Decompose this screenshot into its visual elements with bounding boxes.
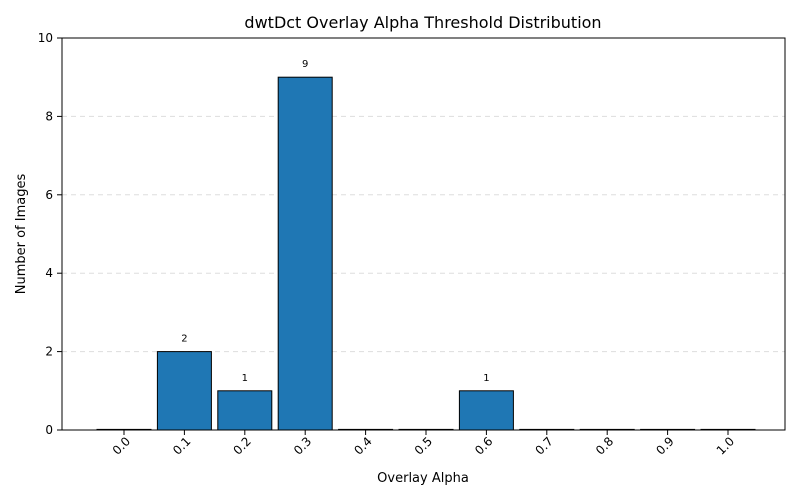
x-tick-label: 0.5	[412, 434, 435, 457]
bar-0.2	[217, 390, 273, 431]
y-axis-label: Number of Images	[14, 174, 29, 295]
x-tick-label: 1.0	[714, 434, 737, 457]
bar-0.6	[458, 390, 514, 431]
y-tick-label: 8	[45, 109, 53, 123]
x-axis-ticks: 0.0 0.1 0.2 0.3 0.4 0.5 0.6 0.7 0.8 0.9 1.0	[110, 430, 737, 458]
y-tick-label: 10	[38, 31, 53, 45]
x-tick-label: 0.1	[170, 434, 193, 457]
y-axis-ticks: 0 2 4 6 8 10	[38, 31, 62, 437]
bar-0.1	[156, 351, 212, 431]
data-label: 1	[483, 373, 489, 384]
x-tick-label: 0.6	[472, 434, 495, 457]
y-tick-label: 6	[45, 188, 53, 202]
x-tick-label: 0.2	[231, 434, 254, 457]
x-tick-label: 0.9	[653, 434, 676, 457]
plot-area-frame	[61, 37, 786, 431]
x-tick-label: 0.3	[291, 434, 314, 457]
bars	[96, 76, 756, 431]
data-label: 2	[181, 334, 187, 345]
data-label: 1	[242, 373, 248, 384]
x-tick-label: 0.7	[533, 434, 556, 457]
y-tick-label: 0	[45, 423, 53, 437]
x-axis-label: Overlay Alpha	[377, 471, 469, 486]
grid-lines	[62, 115, 785, 353]
data-label: 9	[302, 59, 308, 70]
data-labels: 2 1 9 1	[181, 59, 489, 384]
x-tick-label: 0.8	[593, 434, 616, 457]
bar-0.3	[277, 76, 333, 431]
x-tick-label: 0.4	[351, 434, 374, 457]
x-tick-label: 0.0	[110, 434, 133, 457]
y-tick-label: 4	[45, 266, 53, 280]
chart-title: dwtDct Overlay Alpha Threshold Distribut…	[244, 13, 601, 32]
y-tick-label: 2	[45, 345, 53, 359]
